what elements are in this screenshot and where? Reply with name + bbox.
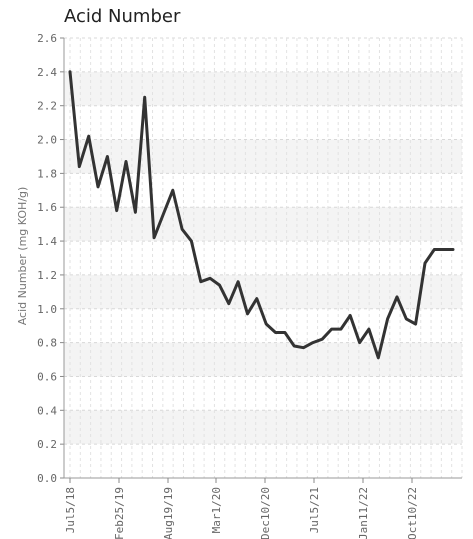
x-tick-label: Dec10/20 [259,487,272,539]
y-tick-label: 2.2 [37,100,57,113]
background-bands [64,71,462,445]
grid-band [64,274,462,309]
chart-title: Acid Number [64,6,181,27]
y-tick-label: 0.2 [37,438,57,451]
grid-band [64,207,462,242]
y-tick-label: 1.0 [37,303,57,316]
x-tick-label: Jul5/18 [64,487,77,533]
y-tick-label: 0.6 [37,370,57,383]
y-tick-label: 2.6 [37,32,57,45]
y-tick-label: 1.8 [37,167,57,180]
y-tick-label: 0.8 [37,337,57,350]
y-tick-labels: 0.0 0.2 0.4 0.6 0.8 1.0 1.2 1.4 1.6 1.8 2.0 2.2 2.4 2… [37,32,57,485]
y-tick-label: 2.4 [37,66,57,79]
y-tick-label: 2.0 [37,134,57,147]
x-tick-label: Oct10/22 [406,487,419,539]
axes [63,38,462,479]
x-tick-label: Jan11/22 [357,487,370,539]
x-tick-label: Feb25/19 [113,487,126,539]
y-tick-label: 0.4 [37,404,57,417]
x-tick-labels: Jul5/18 Feb25/19 Aug19/19 Mar1/20 Dec10/20 Ju… [64,478,419,539]
y-tick-label: 0.0 [37,472,57,485]
x-tick-label: Jul5/21 [308,487,321,533]
x-tick-label: Aug19/19 [162,487,175,539]
grid-band [64,410,462,445]
x-tick-label: Mar1/20 [210,487,223,533]
series-line [68,70,455,360]
grid-band [64,139,462,174]
y-tick-label: 1.6 [37,201,57,214]
grid-band [64,342,462,377]
y-tick-label: 1.4 [37,235,57,248]
grid-band [64,71,462,106]
y-axis-label: Acid Number (mg KOH/g) [16,187,29,326]
y-tick-label: 1.2 [37,269,57,282]
